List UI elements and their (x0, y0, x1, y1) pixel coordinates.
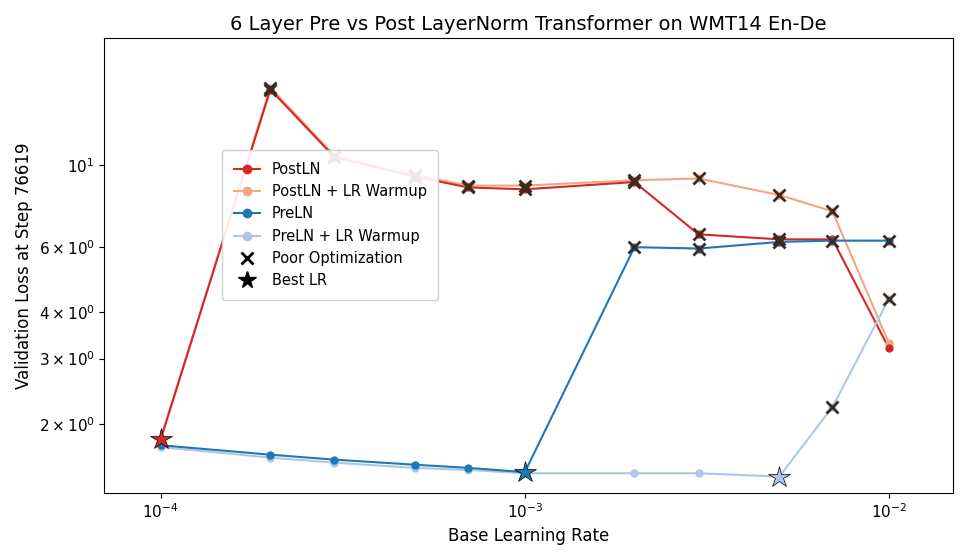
Legend: PostLN, PostLN + LR Warmup, PreLN, PreLN + LR Warmup, Poor Optimization, Best LR: PostLN, PostLN + LR Warmup, PreLN, PreLN… (222, 150, 439, 300)
Y-axis label: Validation Loss at Step 76619: Validation Loss at Step 76619 (15, 142, 33, 389)
X-axis label: Base Learning Rate: Base Learning Rate (448, 527, 609, 545)
Title: 6 Layer Pre vs Post LayerNorm Transformer on WMT14 En-De: 6 Layer Pre vs Post LayerNorm Transforme… (230, 15, 827, 34)
